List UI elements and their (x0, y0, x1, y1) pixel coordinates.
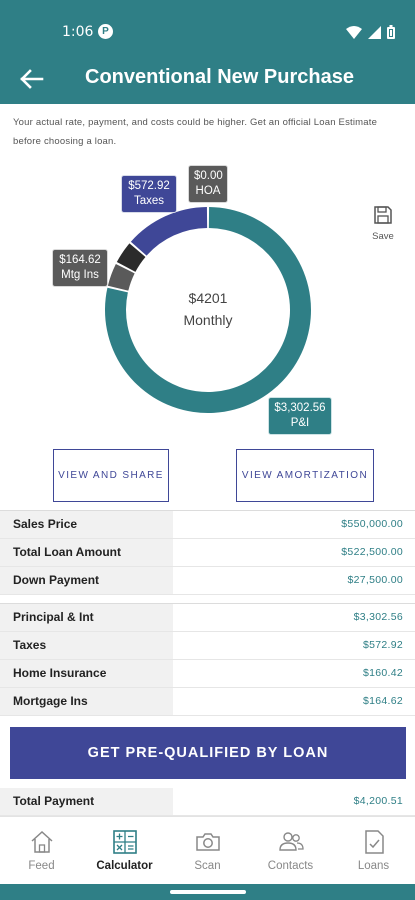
table-row: Taxes $572.92 (0, 632, 415, 660)
battery-icon (387, 25, 395, 39)
save-button[interactable]: Save (368, 205, 398, 242)
row-value: $3,302.56 (353, 611, 403, 623)
row-value: $27,500.00 (347, 574, 403, 586)
donut-slice-mtg-ins (107, 263, 135, 291)
loan-disclaimer: Your actual rate, payment, and costs cou… (13, 117, 378, 147)
mortgage-insurance-tag: $164.62 Mtg Ins (52, 249, 108, 287)
status-bar: 1:06 P (0, 0, 415, 62)
taxes-tag-name: Taxes (133, 195, 165, 207)
row-value: $4,200.51 (353, 795, 403, 807)
pi-tag-name: P&I (290, 417, 310, 429)
row-label: Down Payment (0, 567, 173, 594)
row-label: Total Loan Amount (0, 539, 173, 566)
donut-slice-taxes (130, 207, 208, 256)
row-label: Sales Price (0, 511, 173, 538)
nav-label: Scan (194, 860, 221, 872)
table-row: Sales Price $550,000.00 (0, 511, 415, 539)
payment-donut-chart (105, 207, 312, 413)
nav-label: Feed (28, 860, 55, 872)
row-label: Principal & Int (0, 604, 173, 631)
donut-center-label: $4201 Monthly (158, 287, 258, 331)
table-row: Principal & Int $3,302.56 (0, 604, 415, 632)
wifi-icon (346, 25, 362, 39)
hoa-tag-amount: $0.00 (194, 170, 223, 182)
mtg-tag-amount: $164.62 (59, 254, 101, 266)
status-time: 1:06 (62, 24, 94, 40)
principal-interest-tag: $3,302.56 P&I (268, 397, 332, 435)
row-label: Mortgage Ins (0, 688, 173, 715)
get-pre-qualified-button[interactable]: GET PRE-QUALIFIED BY LOAN (10, 727, 406, 779)
nav-label: Calculator (96, 860, 153, 872)
nav-calculator[interactable]: Calculator (83, 817, 166, 885)
back-arrow-icon[interactable] (14, 64, 48, 94)
gesture-bar (0, 884, 415, 900)
donut-slice-home-insurance (116, 243, 146, 272)
save-icon (374, 206, 392, 224)
row-value: $160.42 (362, 667, 403, 679)
nav-contacts[interactable]: Contacts (249, 817, 332, 885)
row-value: $164.62 (362, 695, 403, 707)
calculator-icon (113, 830, 137, 854)
status-icons (346, 25, 395, 39)
taxes-tag-amount: $572.92 (128, 180, 170, 192)
mtg-tag-name: Mtg Ins (61, 269, 99, 281)
table-row: Total Loan Amount $522,500.00 (0, 539, 415, 567)
contacts-icon (279, 832, 304, 851)
document-check-icon (365, 830, 384, 854)
hoa-tag-name: HOA (195, 185, 221, 197)
camera-icon (196, 833, 220, 851)
taxes-tag: $572.92 Taxes (121, 175, 177, 213)
nav-loans[interactable]: Loans (332, 817, 415, 885)
gesture-handle[interactable] (170, 890, 246, 894)
table-row: Down Payment $27,500.00 (0, 567, 415, 595)
nav-feed[interactable]: Feed (0, 817, 83, 885)
row-label: Total Payment (0, 788, 173, 815)
save-label: Save (372, 231, 394, 242)
notification-badge-icon: P (98, 24, 113, 39)
home-icon (31, 830, 53, 853)
row-label: Taxes (0, 632, 173, 659)
table-row: Mortgage Ins $164.62 (0, 688, 415, 716)
page-title: Conventional New Purchase (85, 66, 354, 88)
bottom-navigation: Feed Calculator Scan Contacts Loans (0, 816, 415, 884)
table-row: Home Insurance $160.42 (0, 660, 415, 688)
divider (0, 510, 415, 511)
monthly-total: $4201 (188, 290, 228, 306)
view-amortization-button[interactable]: VIEW AMORTIZATION (236, 449, 374, 502)
view-and-share-button[interactable]: VIEW AND SHARE (53, 449, 169, 502)
total-payment-row: Total Payment $4,200.51 (0, 788, 415, 816)
row-label: Home Insurance (0, 660, 173, 687)
row-value: $550,000.00 (341, 518, 403, 530)
row-value: $572.92 (362, 639, 403, 651)
nav-label: Loans (357, 860, 390, 872)
nav-scan[interactable]: Scan (166, 817, 249, 885)
signal-icon (368, 25, 381, 39)
pi-tag-amount: $3,302.56 (274, 402, 326, 414)
nav-label: Contacts (267, 860, 314, 872)
hoa-tag: $0.00 HOA (188, 165, 228, 203)
divider (0, 603, 415, 604)
row-value: $522,500.00 (341, 546, 403, 558)
monthly-caption: Monthly (183, 312, 233, 328)
app-header: 1:06 P Conventional New Purchase (0, 0, 415, 104)
